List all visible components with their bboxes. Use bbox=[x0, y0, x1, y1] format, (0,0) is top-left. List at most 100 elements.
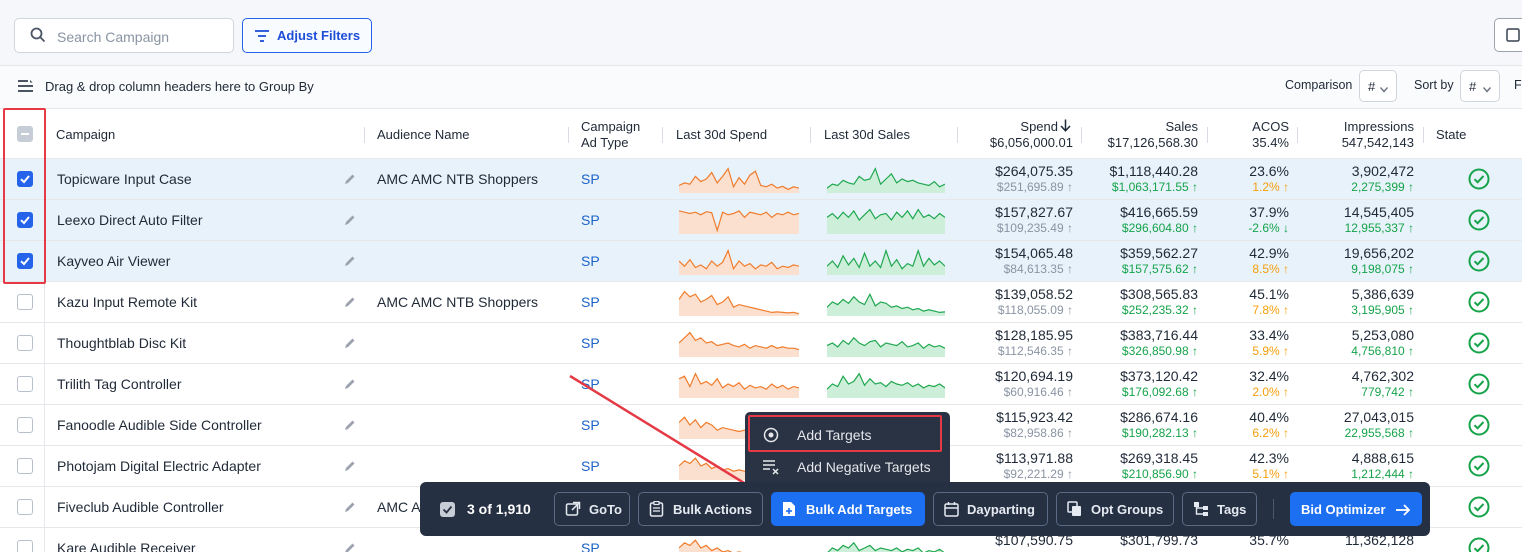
check-circle-icon[interactable] bbox=[1468, 414, 1490, 439]
campaign-name[interactable]: Thoughtblab Disc Kit bbox=[57, 335, 187, 351]
check-circle-icon[interactable] bbox=[1468, 455, 1490, 480]
pencil-icon[interactable] bbox=[344, 377, 356, 393]
campaign-name[interactable]: Topicware Input Case bbox=[57, 171, 192, 187]
goto-button[interactable]: GoTo bbox=[554, 492, 630, 526]
sort-down-arrow-icon[interactable] bbox=[1060, 119, 1071, 135]
sales-sparkline-area bbox=[827, 373, 945, 398]
campaign-name[interactable]: Leexo Direct Auto Filter bbox=[57, 212, 203, 228]
clipboard-icon bbox=[649, 500, 664, 520]
pencil-icon[interactable] bbox=[344, 295, 356, 311]
pencil-icon[interactable] bbox=[344, 541, 356, 552]
spend-sparkline bbox=[679, 331, 799, 357]
pencil-icon[interactable] bbox=[344, 336, 356, 352]
table-row[interactable]: Trilith Tag Controller SP $120,694.19 $60,9… bbox=[0, 364, 1522, 405]
ad-type-link[interactable]: SP bbox=[581, 212, 600, 228]
row-checkbox[interactable] bbox=[17, 212, 33, 228]
spend-sparkline-area bbox=[679, 332, 799, 357]
export-button[interactable] bbox=[1494, 18, 1522, 52]
row-checkbox[interactable] bbox=[17, 335, 33, 351]
check-circle-icon[interactable] bbox=[1468, 373, 1490, 398]
col-impressions[interactable]: Impressions bbox=[1343, 119, 1414, 134]
pencil-icon[interactable] bbox=[344, 500, 356, 516]
campaign-name[interactable]: Trilith Tag Controller bbox=[57, 376, 182, 392]
menu-item-add-targets[interactable]: Add Targets bbox=[745, 420, 950, 450]
acos-value: 42.3% bbox=[1249, 450, 1289, 466]
check-circle-icon[interactable] bbox=[1468, 537, 1490, 552]
sales-value: $383,716.44 bbox=[1120, 327, 1198, 343]
dayparting-button[interactable]: Dayparting bbox=[933, 492, 1048, 526]
check-circle-icon[interactable] bbox=[1468, 250, 1490, 275]
comparison-select[interactable]: # bbox=[1359, 70, 1397, 102]
bulk-actions-button[interactable]: Bulk Actions bbox=[638, 492, 763, 526]
col-state[interactable]: State bbox=[1436, 127, 1467, 142]
ad-type-link[interactable]: SP bbox=[581, 253, 600, 269]
col-campaign[interactable]: Campaign bbox=[56, 127, 116, 142]
check-circle-icon[interactable] bbox=[1468, 168, 1490, 193]
campaign-name[interactable]: Kayveo Air Viewer bbox=[57, 253, 171, 269]
adjust-filters-button[interactable]: Adjust Filters bbox=[242, 18, 372, 53]
pencil-icon[interactable] bbox=[344, 254, 356, 270]
opt-groups-label: Opt Groups bbox=[1091, 502, 1164, 517]
col-sales[interactable]: Sales bbox=[1165, 119, 1198, 134]
col-adtype-1[interactable]: Campaign bbox=[581, 119, 641, 134]
check-circle-icon[interactable] bbox=[1468, 291, 1490, 316]
opt-groups-button[interactable]: Opt Groups bbox=[1056, 492, 1174, 526]
sort-by-select[interactable]: # bbox=[1460, 70, 1500, 102]
ad-type-link[interactable]: SP bbox=[581, 458, 600, 474]
row-checkbox[interactable] bbox=[17, 499, 33, 515]
campaign-name[interactable]: Kazu Input Remote Kit bbox=[57, 294, 198, 310]
col-spend30[interactable]: Last 30d Spend bbox=[676, 127, 768, 142]
row-checkbox[interactable] bbox=[17, 294, 33, 310]
menu-item-label: Add Negative Targets bbox=[797, 459, 931, 475]
table-row[interactable]: Topicware Input Case AMC AMC NTB Shoppers… bbox=[0, 159, 1522, 200]
select-all-checkbox[interactable] bbox=[17, 126, 33, 142]
col-sales30[interactable]: Last 30d Sales bbox=[824, 127, 911, 142]
ad-type-link[interactable]: SP bbox=[581, 335, 600, 351]
check-circle-icon[interactable] bbox=[1468, 332, 1490, 357]
ad-type-link[interactable]: SP bbox=[581, 294, 600, 310]
search-input[interactable]: Search Campaign bbox=[14, 18, 234, 53]
tags-button[interactable]: Tags bbox=[1182, 492, 1257, 526]
ad-type-link[interactable]: SP bbox=[581, 540, 600, 552]
pencil-icon[interactable] bbox=[344, 172, 356, 188]
row-checkbox[interactable] bbox=[17, 540, 33, 552]
row-checkbox[interactable] bbox=[17, 417, 33, 433]
col-spend[interactable]: Spend bbox=[1020, 119, 1058, 134]
row-checkbox[interactable] bbox=[17, 171, 33, 187]
table-row[interactable]: Kayveo Air Viewer SP $154,065.48 $84,613.35… bbox=[0, 241, 1522, 282]
acos-delta: 1.2% ↑ bbox=[1252, 180, 1289, 194]
row-checkbox[interactable] bbox=[17, 376, 33, 392]
col-acos[interactable]: ACOS bbox=[1252, 119, 1289, 134]
table-row[interactable]: Kazu Input Remote Kit AMC AMC NTB Shopper… bbox=[0, 282, 1522, 323]
ad-type-link[interactable]: SP bbox=[581, 171, 600, 187]
ad-type-link[interactable]: SP bbox=[581, 417, 600, 433]
sales-prev-value: $190,282.13 ↑ bbox=[1121, 426, 1198, 440]
ad-type-link[interactable]: SP bbox=[581, 376, 600, 392]
acos-value: 33.4% bbox=[1249, 327, 1289, 343]
pencil-icon[interactable] bbox=[344, 213, 356, 229]
row-checkbox[interactable] bbox=[17, 458, 33, 474]
check-circle-icon[interactable] bbox=[1468, 496, 1490, 521]
table-row[interactable]: Thoughtblab Disc Kit SP $128,185.95 $112,54… bbox=[0, 323, 1522, 364]
hierarchy-icon bbox=[1193, 501, 1209, 520]
table-row[interactable]: Leexo Direct Auto Filter SP $157,827.67 $10… bbox=[0, 200, 1522, 241]
bulk-add-targets-button[interactable]: Bulk Add Targets bbox=[771, 492, 925, 526]
campaign-name[interactable]: Fanoodle Audible Side Controller bbox=[57, 417, 262, 433]
group-by-icon bbox=[18, 80, 33, 96]
row-checkbox[interactable] bbox=[17, 253, 33, 269]
campaign-name[interactable]: Kare Audible Receiver bbox=[57, 540, 196, 552]
selection-checkbox[interactable] bbox=[440, 502, 455, 517]
spend-sparkline-area bbox=[679, 168, 799, 193]
sales-value: $416,665.59 bbox=[1120, 204, 1198, 220]
impressions-value: 14,545,405 bbox=[1343, 204, 1414, 220]
bid-optimizer-button[interactable]: Bid Optimizer bbox=[1290, 492, 1422, 526]
col-audience[interactable]: Audience Name bbox=[377, 127, 470, 142]
campaign-name[interactable]: Fiveclub Audible Controller bbox=[57, 499, 224, 515]
acos-value: 45.1% bbox=[1249, 286, 1289, 302]
pencil-icon[interactable] bbox=[344, 459, 356, 475]
campaign-name[interactable]: Photojam Digital Electric Adapter bbox=[57, 458, 261, 474]
menu-item-add-negative-targets[interactable]: Add Negative Targets bbox=[745, 452, 950, 482]
impressions-prev-value: 9,198,075 ↑ bbox=[1351, 262, 1414, 276]
pencil-icon[interactable] bbox=[344, 418, 356, 434]
check-circle-icon[interactable] bbox=[1468, 209, 1490, 234]
